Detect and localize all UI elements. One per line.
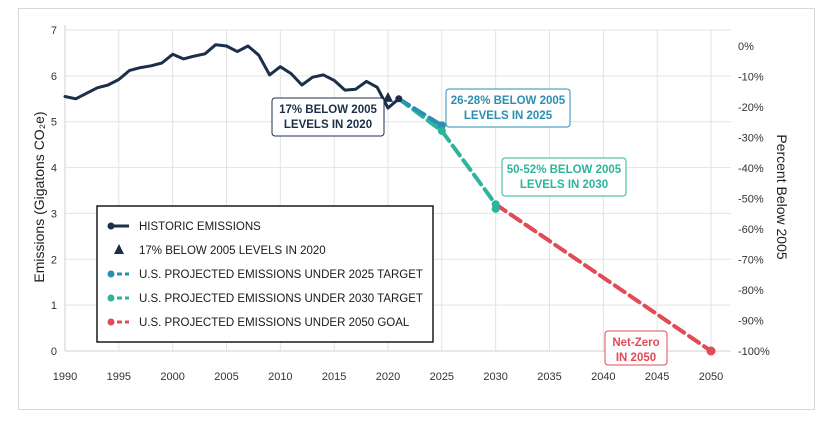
x-tick-label: 2020 <box>376 371 400 383</box>
annotation-text-a2030: 50-52% BELOW 2005 <box>507 164 622 176</box>
legend-swatch-dot-2 <box>107 270 115 278</box>
annotation-box-a2030 <box>501 157 627 197</box>
y-tick-label: 6 <box>51 71 57 83</box>
y2-tick-label: -20% <box>738 102 764 114</box>
point-2030-target-lower <box>491 204 500 213</box>
x-tick-label: 2005 <box>214 371 238 383</box>
annotation-box-a2025 <box>445 88 571 128</box>
annotation-text-a2025: LEVELS IN 2025 <box>464 110 553 122</box>
legend-swatch-dot-3 <box>107 294 115 302</box>
y-tick-label: 4 <box>51 163 57 175</box>
y2-tick-label: -70% <box>738 255 764 267</box>
x-tick-label: 2030 <box>483 371 507 383</box>
y2-tick-label: -80% <box>738 285 764 297</box>
annotation-text-a2020: 17% BELOW 2005 <box>279 104 377 116</box>
series-line-2 <box>396 96 444 128</box>
y2-tick-label: -30% <box>738 133 764 145</box>
x-tick-label: 2040 <box>591 371 615 383</box>
annotation-text-a2025: 26-28% BELOW 2005 <box>451 95 566 107</box>
y-axis-title: Emissions (Gigatons CO₂e) <box>31 111 47 282</box>
legend-swatch-dot-0 <box>107 222 115 230</box>
x-tick-label: 2035 <box>537 371 561 383</box>
y2-tick-label: 0% <box>738 41 754 53</box>
x-tick-label: 2025 <box>430 371 454 383</box>
y-tick-label: 5 <box>51 117 57 129</box>
x-tick-label: 2045 <box>645 371 669 383</box>
series-line-4 <box>493 202 713 353</box>
legend-label-4: U.S. PROJECTED EMISSIONS UNDER 2050 GOAL <box>139 317 410 329</box>
annotation-text-a2050: IN 2050 <box>616 352 656 364</box>
legend-swatch-1 <box>114 244 124 254</box>
legend-label-3: U.S. PROJECTED EMISSIONS UNDER 2030 TARG… <box>139 293 423 305</box>
legend-label-0: HISTORIC EMISSIONS <box>139 221 261 233</box>
point-2050-net-zero <box>706 346 716 356</box>
y-tick-label: 2 <box>51 254 57 266</box>
x-tick-label: 2050 <box>699 371 723 383</box>
y2-tick-label: -40% <box>738 163 764 175</box>
legend-box <box>96 205 434 343</box>
legend-label-2: U.S. PROJECTED EMISSIONS UNDER 2025 TARG… <box>139 269 423 281</box>
y-tick-label: 3 <box>51 208 57 220</box>
x-tick-label: 1990 <box>53 371 77 383</box>
y2-tick-label: -100% <box>738 346 770 358</box>
y2-tick-label: -10% <box>738 72 764 84</box>
y2-axis-title: Percent Below 2005 <box>774 134 790 260</box>
legend-swatch-dot-4 <box>107 318 115 326</box>
x-tick-label: 2010 <box>268 371 292 383</box>
x-tick-label: 1995 <box>107 371 131 383</box>
legend: HISTORIC EMISSIONS 17% BELOW 2005 LEVELS … <box>96 205 434 343</box>
y2-tick-label: -90% <box>738 316 764 328</box>
annotations: 17% BELOW 2005 LEVELS IN 2020 26-28% BELOW… <box>271 88 668 366</box>
y2-tick-label: -60% <box>738 224 764 236</box>
y-tick-label: 0 <box>51 346 57 358</box>
historic-end-point <box>395 95 403 103</box>
point-2025-on-2030-path <box>437 126 446 135</box>
legend-label-1: 17% BELOW 2005 LEVELS IN 2020 <box>139 245 326 257</box>
annotation-text-a2050: Net-Zero <box>612 337 659 349</box>
x-tick-label: 2000 <box>160 371 184 383</box>
point-2025-target <box>437 121 446 130</box>
y2-tick-label: -50% <box>738 194 764 206</box>
x-tick-label: 2015 <box>322 371 346 383</box>
series-line-0 <box>63 43 401 110</box>
markers <box>383 91 716 356</box>
annotation-box-a2050 <box>604 330 668 366</box>
target-2020-triangle <box>383 91 393 102</box>
annotation-box-a2020 <box>271 97 385 137</box>
y-tick-label: 7 <box>51 25 57 37</box>
annotation-text-a2030: LEVELS IN 2030 <box>520 179 608 191</box>
annotation-text-a2020: LEVELS IN 2020 <box>284 119 372 131</box>
axes: 0 1 2 3 4 5 6 7 1990 1995 2000 2005 2010 2015 2020 2025… <box>51 25 770 383</box>
y-tick-label: 1 <box>51 300 57 312</box>
